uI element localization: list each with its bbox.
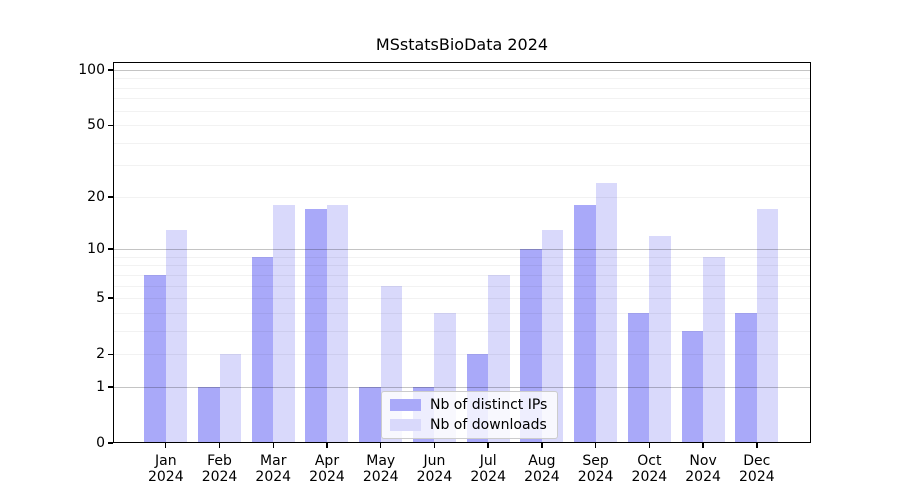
bar-ips-sep <box>574 205 596 443</box>
y-tick <box>108 69 113 71</box>
y-tick-label: 50 <box>87 117 105 134</box>
bar-downloads-dec <box>756 209 779 443</box>
minor-gridline <box>113 256 811 258</box>
bar-downloads-mar <box>273 205 295 443</box>
bar-downloads-apr <box>326 205 349 443</box>
bar-ips-nov <box>681 330 704 443</box>
y-tick-label: 0 <box>96 435 105 451</box>
y-tick-label: 100 <box>78 62 105 78</box>
plot-area: 0 1 2 5 10 20 50 100 Jan 2024 Feb 2024 Mar 2024 Apr… <box>78 62 811 485</box>
x-tick <box>218 443 221 448</box>
minor-gridline <box>113 330 811 332</box>
y-tick <box>108 248 113 250</box>
minor-gridline <box>113 125 811 127</box>
bar-ips-apr <box>305 209 327 443</box>
minor-gridline <box>113 312 811 314</box>
x-tick <box>756 443 758 448</box>
y-tick <box>108 353 113 355</box>
minor-gridline <box>113 354 811 356</box>
minor-gridline <box>113 78 811 80</box>
minor-gridline <box>113 142 811 144</box>
y-tick <box>108 196 113 198</box>
x-tick <box>648 443 651 448</box>
legend: Nb of distinct IPs Nb of downloads <box>381 391 559 439</box>
major-gridline <box>113 386 811 388</box>
y-tick <box>108 297 113 299</box>
x-tick <box>380 443 382 448</box>
x-tick <box>487 443 489 448</box>
minor-gridline <box>113 165 811 167</box>
bar-downloads-jan <box>165 229 188 443</box>
minor-gridline <box>113 110 811 112</box>
x-tick <box>272 443 274 448</box>
y-tick <box>108 124 113 126</box>
minor-gridline <box>113 98 811 100</box>
minor-gridline <box>113 196 811 198</box>
minor-gridline <box>113 87 811 89</box>
x-tick <box>702 443 704 448</box>
y-tick <box>108 442 113 444</box>
x-tick-label: Sep 2024 <box>577 453 614 485</box>
minor-gridline <box>113 265 811 267</box>
x-tick <box>541 443 543 448</box>
bar-downloads-oct <box>649 235 671 443</box>
x-tick-label: Oct 2024 <box>631 453 668 485</box>
bar-ips-mar <box>251 256 274 443</box>
legend-item-downloads: Nb of downloads <box>390 417 547 433</box>
x-tick-label: Dec 2024 <box>739 453 775 485</box>
x-tick-label: Jul 2024 <box>470 453 506 485</box>
x-tick <box>594 443 597 448</box>
y-tick-label: 10 <box>87 241 105 258</box>
y-tick-label: 1 <box>96 378 105 395</box>
bar-downloads-sep <box>595 182 618 443</box>
legend-swatch-downloads-icon <box>390 419 421 431</box>
y-tick <box>108 386 113 388</box>
x-tick <box>165 443 167 448</box>
bar-ips-jan <box>144 274 166 443</box>
x-tick-label: Aug 2024 <box>524 453 560 485</box>
x-tick-label: Mar 2024 <box>255 453 292 485</box>
bar-downloads-nov <box>703 256 725 443</box>
minor-gridline <box>113 298 811 300</box>
bar-ips-oct <box>627 312 650 443</box>
major-gridline <box>113 249 811 251</box>
minor-gridline <box>113 285 811 287</box>
x-tick-label: Jun 2024 <box>416 453 453 485</box>
x-tick-label: May 2024 <box>362 453 399 485</box>
bar-downloads-aug <box>541 229 564 443</box>
bar-ips-dec <box>735 312 757 443</box>
legend-item-distinct-ips: Nb of distinct IPs <box>390 397 547 413</box>
x-tick <box>433 443 436 448</box>
major-gridline <box>113 70 811 71</box>
minor-gridline <box>113 274 811 276</box>
x-tick-label: Apr 2024 <box>309 453 345 485</box>
bar-ips-may <box>359 386 381 443</box>
y-tick-label: 20 <box>87 188 105 205</box>
y-tick-label: 2 <box>96 346 105 363</box>
legend-label-distinct-ips: Nb of distinct IPs <box>430 397 548 413</box>
legend-label-downloads: Nb of downloads <box>430 417 547 433</box>
bar-downloads-feb <box>219 354 242 443</box>
x-tick-label: Jan 2024 <box>147 453 184 485</box>
x-tick <box>326 443 328 448</box>
x-tick-label: Nov 2024 <box>685 453 721 485</box>
x-tick-label: Feb 2024 <box>201 453 238 485</box>
chart-title: MSstatsBioData 2024 <box>375 35 549 54</box>
bar-ips-feb <box>198 386 220 443</box>
y-tick-label: 5 <box>96 290 105 307</box>
legend-swatch-distinct-ips-icon <box>390 399 421 411</box>
